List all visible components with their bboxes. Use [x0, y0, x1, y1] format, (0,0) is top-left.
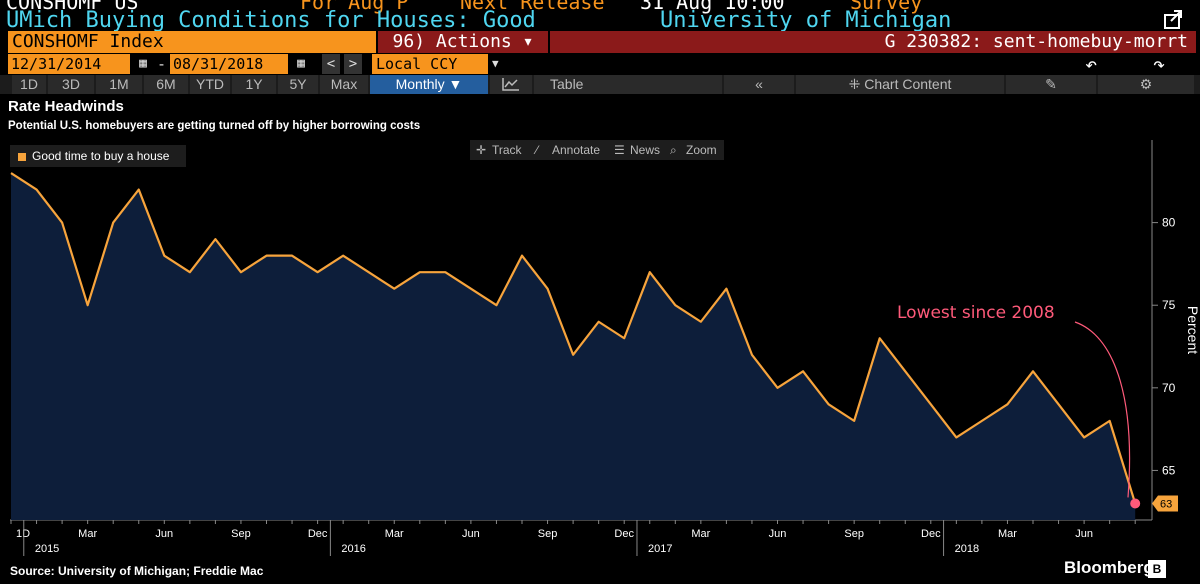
last-value-label: 63 [1160, 498, 1172, 510]
date-toolbar: 12/31/2014 ▦ - 08/31/2018 ▦ < > Local CC… [0, 54, 1200, 74]
x-tick-label-3: Sep [231, 528, 251, 540]
annotation-text: Lowest since 2008 [897, 303, 1055, 323]
prev-period-button[interactable]: < [322, 54, 340, 74]
track-icon[interactable]: ✛ [476, 143, 487, 157]
gear-icon[interactable]: ⚙ [1098, 75, 1194, 94]
graph-name-field[interactable]: G 230382: sent-homebuy-morrt [550, 31, 1196, 53]
series-area [11, 173, 1136, 521]
next-period-button[interactable]: > [344, 54, 362, 74]
calendar-icon[interactable]: ▦ [139, 56, 147, 71]
zoom-button[interactable]: Zoom [686, 143, 717, 157]
chart-toolbar: 1D 3D 1M 6M YTD 1Y 5Y Max Monthly ▼ Tabl… [0, 75, 1200, 94]
period-ytd-button[interactable]: YTD [190, 75, 230, 94]
end-date-input[interactable]: 08/31/2018 [170, 54, 288, 74]
x-tick-label-2: Jun [155, 528, 173, 540]
frequency-select[interactable]: Monthly ▼ [370, 75, 488, 94]
x-tick-label-13: Mar [998, 528, 1017, 540]
period-1y-button[interactable]: 1Y [232, 75, 276, 94]
actions-menu-button[interactable]: 96) Actions ▾ [378, 31, 548, 53]
period-1m-button[interactable]: 1M [96, 75, 142, 94]
security-toolbar: CONSHOMF Index 96) Actions ▾ G 230382: s… [0, 31, 1200, 53]
y-tick-label-70: 70 [1162, 381, 1176, 395]
page-title: UMich Buying Conditions for Houses: Good [6, 8, 536, 33]
chart-legend[interactable]: Good time to buy a house [10, 145, 186, 167]
x-tick-label-8: Dec [614, 528, 634, 540]
chart-content-icon: ⁜ [848, 76, 865, 92]
header-cut-period: For Aug P [300, 0, 409, 14]
period-6m-button[interactable]: 6M [144, 75, 188, 94]
x-tick-label-0: 1D [16, 528, 30, 540]
period-1d-button[interactable]: 1D [12, 75, 46, 94]
collapse-button[interactable]: « [724, 75, 794, 94]
chart-tools-bar: ✛ Track ⁄ Annotate ☰ News ⌕ Zoom [470, 140, 724, 160]
period-max-button[interactable]: Max [320, 75, 368, 94]
x-tick-label-6: Jun [462, 528, 480, 540]
annotate-button[interactable]: Annotate [552, 143, 601, 157]
redo-icon[interactable]: ↷ [1152, 52, 1166, 76]
track-button[interactable]: Track [492, 143, 522, 157]
chart-icon[interactable] [490, 75, 532, 94]
currency-select[interactable]: Local CCY [372, 54, 488, 74]
ticker-field[interactable]: CONSHOMF Index [8, 31, 376, 53]
legend-swatch [18, 153, 26, 161]
x-year-label-1: 2016 [341, 543, 365, 555]
news-icon[interactable]: ☰ [614, 143, 625, 157]
y-axis-label: Percent [1185, 306, 1200, 354]
y-tick-label-65: 65 [1162, 463, 1176, 477]
x-tick-label-1: Mar [78, 528, 97, 540]
bloomberg-logo-icon: B [1148, 560, 1166, 578]
last-point-marker [1130, 498, 1141, 509]
edit-icon[interactable]: ✎ [1006, 75, 1096, 94]
last-value-tag [1152, 495, 1178, 512]
period-3d-button[interactable]: 3D [48, 75, 94, 94]
header-cut-ticker: CONSHOMF US [6, 0, 139, 14]
chart-title: Rate Headwinds [8, 98, 124, 115]
x-tick-label-10: Jun [769, 528, 787, 540]
calendar-icon[interactable]: ▦ [297, 56, 305, 71]
legend-label: Good time to buy a house [32, 149, 170, 163]
y-tick-label-75: 75 [1162, 298, 1176, 312]
annotation-arrow [1074, 321, 1131, 498]
annotate-icon[interactable]: ⁄ [536, 143, 539, 157]
zoom-icon[interactable]: ⌕ [670, 143, 677, 157]
bloomberg-logo: Bloomberg [1064, 558, 1154, 577]
chart-content-label: Chart Content [864, 76, 952, 92]
header-title-row: UMich Buying Conditions for Houses: Good… [0, 6, 1200, 34]
date-separator: - [157, 55, 167, 73]
header-cut-date: 31 Aug 10:00 [640, 0, 785, 14]
source-footnote: Source: University of Michigan; Freddie … [10, 564, 264, 578]
y-tick-label-80: 80 [1162, 216, 1176, 230]
x-tick-label-11: Sep [844, 528, 864, 540]
x-tick-label-9: Mar [691, 528, 710, 540]
x-year-label-2: 2017 [648, 543, 672, 555]
share-icon[interactable] [1162, 8, 1184, 30]
x-tick-label-12: Dec [921, 528, 941, 540]
period-5y-button[interactable]: 5Y [278, 75, 318, 94]
x-tick-label-14: Jun [1075, 528, 1093, 540]
x-year-label-0: 2015 [35, 543, 59, 555]
header-cut-row: CONSHOMF US For Aug P Next Release 31 Au… [0, 0, 1200, 14]
chart-subtitle: Potential U.S. homebuyers are getting tu… [8, 120, 421, 132]
x-tick-label-4: Dec [308, 528, 328, 540]
undo-icon[interactable]: ↶ [1084, 52, 1098, 76]
table-button[interactable]: Table [534, 75, 722, 94]
news-button[interactable]: News [630, 143, 661, 157]
x-tick-label-7: Sep [538, 528, 558, 540]
start-date-input[interactable]: 12/31/2014 [8, 54, 130, 74]
chart-content-button[interactable]: ⁜ Chart Content [796, 75, 1004, 94]
x-tick-label-5: Mar [385, 528, 404, 540]
x-year-label-3: 2018 [955, 543, 979, 555]
header-cut-survey: Survey [850, 0, 923, 14]
chevron-down-icon[interactable]: ▼ [492, 57, 499, 70]
source-name: University of Michigan [660, 8, 952, 33]
series-line [10, 172, 1137, 504]
header-cut-next-release: Next Release [460, 0, 605, 14]
